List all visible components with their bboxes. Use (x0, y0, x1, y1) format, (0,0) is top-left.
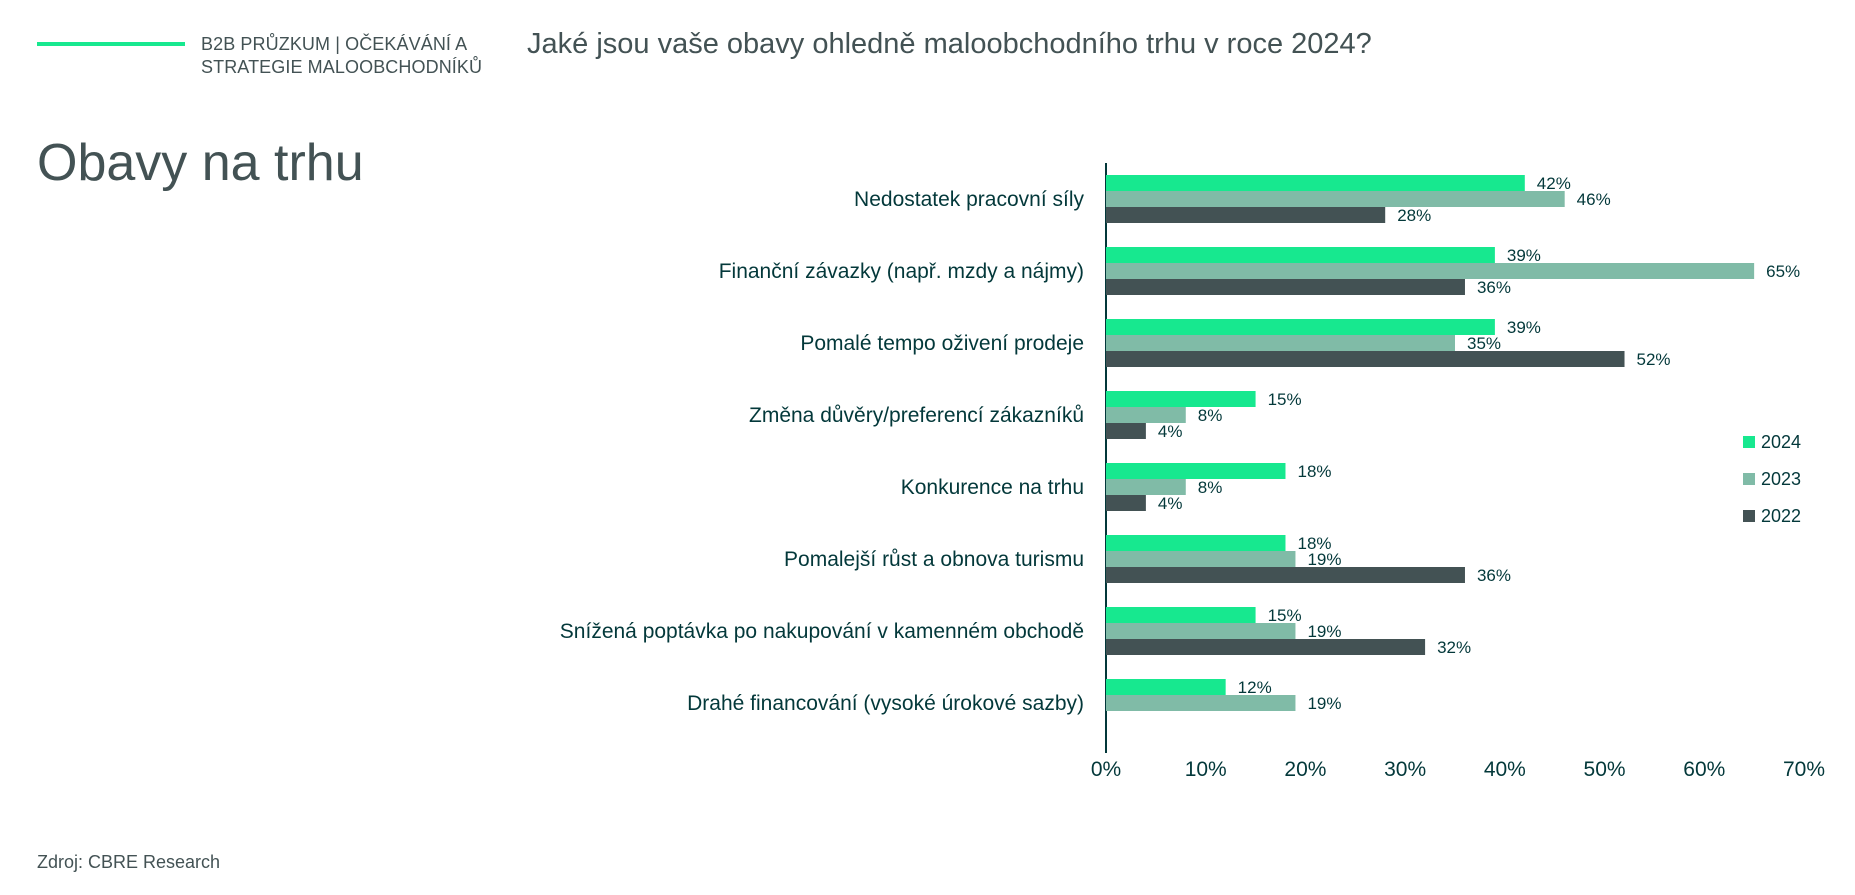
x-tick-label: 60% (1683, 758, 1725, 781)
data-label-2024: 15% (1268, 606, 1302, 625)
data-label-2024: 42% (1537, 174, 1571, 193)
bar-2024 (1106, 679, 1226, 695)
bar-2023 (1106, 623, 1296, 639)
bar-2022 (1106, 567, 1465, 583)
legend-label-2022: 2022 (1761, 506, 1801, 526)
bar-2022 (1106, 423, 1146, 439)
bar-2023 (1106, 479, 1186, 495)
data-label-2022: 4% (1158, 422, 1183, 441)
accent-line (37, 42, 185, 46)
category-label: Snížená poptávka po nakupování v kamenné… (560, 620, 1084, 643)
data-label-2022: 4% (1158, 494, 1183, 513)
bar-2023 (1106, 335, 1455, 351)
data-label-2024: 39% (1507, 318, 1541, 337)
category-label: Změna důvěry/preferencí zákazníků (749, 404, 1084, 427)
bar-2022 (1106, 495, 1146, 511)
category-label: Konkurence na trhu (901, 476, 1084, 499)
data-label-2023: 46% (1577, 190, 1611, 209)
category-label: Pomalé tempo oživení prodeje (800, 332, 1084, 355)
x-tick-label: 10% (1185, 758, 1227, 781)
section-label-line2: STRATEGIE MALOOBCHODNÍKŮ (201, 57, 483, 77)
x-tick-label: 30% (1384, 758, 1426, 781)
category-label: Nedostatek pracovní síly (854, 188, 1084, 211)
data-label-2024: 39% (1507, 246, 1541, 265)
section-label-line1: B2B PRŮZKUM | OČEKÁVÁNÍ A (201, 34, 468, 54)
x-tick-label: 0% (1091, 758, 1121, 781)
bar-2022 (1106, 639, 1426, 655)
category-label: Finanční závazky (např. mzdy a nájmy) (719, 260, 1084, 283)
bar-2022 (1106, 279, 1465, 295)
bar-2024 (1106, 391, 1256, 407)
bar-2023 (1106, 551, 1296, 567)
data-label-2023: 65% (1766, 262, 1800, 281)
bar-2023 (1106, 263, 1755, 279)
bar-2024 (1106, 175, 1525, 191)
legend-swatch-2023 (1743, 473, 1755, 485)
x-tick-label: 50% (1584, 758, 1626, 781)
category-label: Pomalejší růst a obnova turismu (784, 548, 1084, 571)
legend-swatch-2022 (1743, 510, 1755, 522)
category-label: Drahé financování (vysoké úrokové sazby) (687, 692, 1084, 715)
bar-2024 (1106, 607, 1256, 623)
data-label-2022: 36% (1477, 278, 1511, 297)
bar-2022 (1106, 207, 1386, 223)
data-label-2024: 18% (1297, 534, 1331, 553)
data-label-2022: 32% (1437, 638, 1471, 657)
data-label-2023: 19% (1307, 622, 1341, 641)
data-label-2023: 19% (1307, 694, 1341, 713)
data-label-2024: 18% (1297, 462, 1331, 481)
data-label-2024: 12% (1238, 678, 1272, 697)
bar-2024 (1106, 319, 1495, 335)
bar-2024 (1106, 247, 1495, 263)
bar-2024 (1106, 535, 1286, 551)
bar-2024 (1106, 463, 1286, 479)
legend-swatch-2024 (1743, 436, 1755, 448)
data-label-2023: 35% (1467, 334, 1501, 353)
source-note: Zdroj: CBRE Research (37, 852, 221, 872)
data-label-2023: 19% (1307, 550, 1341, 569)
bar-2022 (1106, 351, 1625, 367)
data-label-2023: 8% (1198, 406, 1223, 425)
question-heading: Jaké jsou vaše obavy ohledně maloobchodn… (527, 28, 1372, 60)
legend-label-2023: 2023 (1761, 469, 1801, 489)
x-tick-label: 70% (1783, 758, 1825, 781)
x-tick-label: 20% (1284, 758, 1326, 781)
section-label: B2B PRŮZKUM | OČEKÁVÁNÍ A STRATEGIE MALO… (201, 33, 501, 79)
data-label-2023: 8% (1198, 478, 1223, 497)
page-title: Obavy na trhu (37, 134, 364, 192)
bar-2023 (1106, 695, 1296, 711)
data-label-2022: 28% (1397, 206, 1431, 225)
x-tick-label: 40% (1484, 758, 1526, 781)
bar-2023 (1106, 191, 1565, 207)
data-label-2022: 52% (1637, 350, 1671, 369)
data-label-2022: 36% (1477, 566, 1511, 585)
data-label-2024: 15% (1268, 390, 1302, 409)
legend-label-2024: 2024 (1761, 432, 1801, 452)
bar-2023 (1106, 407, 1186, 423)
